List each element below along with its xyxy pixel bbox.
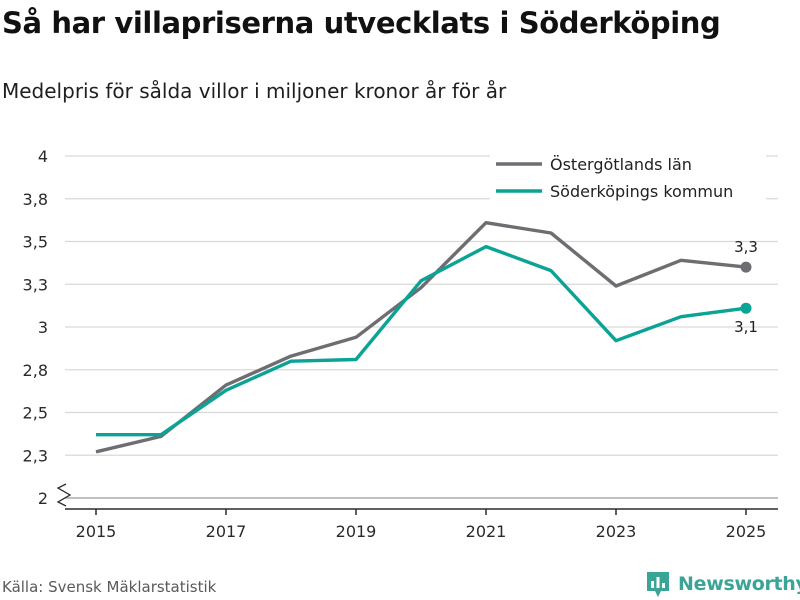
y-tick-label: 2,8: [23, 361, 48, 380]
y-tick-label: 3,3: [23, 275, 48, 294]
chart-title: Så har villapriserna utvecklats i Söderk…: [2, 6, 721, 40]
y-axis-break-marker: [56, 483, 72, 507]
legend-label-0: Östergötlands län: [550, 155, 692, 174]
x-tick-label: 2025: [726, 522, 767, 541]
y-tick-label: 2: [38, 489, 48, 508]
y-tick-label: 2,3: [23, 446, 48, 465]
brand-name: Newsworthy: [678, 573, 800, 595]
y-tick-label: 3,8: [23, 190, 48, 209]
legend-label-1: Söderköpings kommun: [550, 182, 733, 201]
y-tick-label: 4: [38, 147, 48, 166]
x-tick-label: 2021: [466, 522, 507, 541]
source-note: Källa: Svensk Mäklarstatistik: [2, 578, 217, 596]
y-tick-label: 2,5: [23, 404, 48, 423]
series-end-label-1: 3,1: [734, 318, 758, 336]
y-tick-label: 3: [38, 318, 48, 337]
legend-box: [490, 150, 766, 210]
x-tick-label: 2015: [76, 522, 117, 541]
newsworthy-logo: Newsworthy: [645, 570, 800, 598]
series-end-marker-0: [740, 261, 752, 273]
x-tick-label: 2017: [206, 522, 247, 541]
line-chart: 2 2,3 2,5 2,8 3 3,3 3,5 3,8 4 2015 2017 2019 2021 202…: [23, 147, 778, 541]
series-line-1: [96, 244, 747, 437]
series-end-marker-1: [740, 302, 752, 314]
y-tick-label: 3,5: [23, 233, 48, 252]
x-tick-label: 2023: [596, 522, 637, 541]
chart-subtitle: Medelpris för sålda villor i miljoner kr…: [2, 79, 507, 103]
x-tick-label: 2019: [336, 522, 377, 541]
series-line-0: [95, 220, 747, 454]
series-end-label-0: 3,3: [734, 238, 758, 256]
newsworthy-icon: [647, 572, 669, 597]
